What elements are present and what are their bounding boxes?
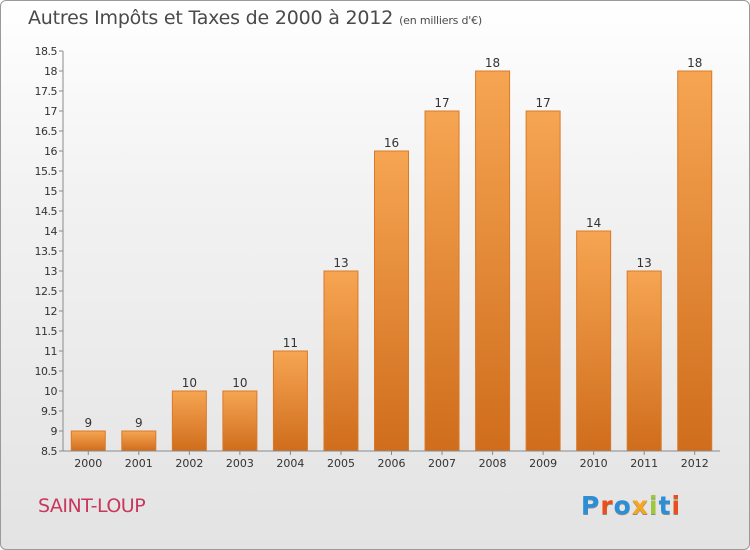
logo-letter: t xyxy=(658,491,672,520)
y-tick-label: 9.5 xyxy=(41,405,57,418)
y-tick-label: 13 xyxy=(44,265,57,278)
chart-subtitle: (en milliers d'€) xyxy=(399,14,482,27)
logo-letter: x xyxy=(631,491,649,520)
bar-value-label: 13 xyxy=(637,256,652,270)
y-tick-label: 10.5 xyxy=(35,365,58,378)
logo-letter: i xyxy=(671,491,682,520)
y-tick-label: 16.5 xyxy=(35,125,58,138)
x-tick-label: 2012 xyxy=(681,457,709,470)
x-tick-label: 2003 xyxy=(226,457,254,470)
x-tick-label: 2004 xyxy=(276,457,304,470)
y-tick-label: 14.5 xyxy=(35,205,58,218)
bar-2007 xyxy=(424,110,460,452)
y-tick-label: 11 xyxy=(44,345,57,358)
bar-value-label: 9 xyxy=(84,416,92,430)
bar-value-label: 18 xyxy=(485,56,500,70)
bar-value-label: 17 xyxy=(434,96,449,110)
y-tick-label: 15.5 xyxy=(35,165,58,178)
bar-value-label: 13 xyxy=(333,256,348,270)
y-tick-label: 16 xyxy=(44,145,57,158)
y-tick-label: 13.5 xyxy=(35,245,58,258)
x-tick-label: 2001 xyxy=(125,457,153,470)
bar-value-label: 9 xyxy=(135,416,143,430)
bar-2006 xyxy=(374,150,409,452)
y-tick-label: 11.5 xyxy=(35,325,58,338)
x-tick-label: 2005 xyxy=(327,457,355,470)
bar-value-label: 14 xyxy=(586,216,601,230)
chart-title-text: Autres Impôts et Taxes de 2000 à 2012 xyxy=(28,7,394,29)
y-tick-label: 12.5 xyxy=(35,285,58,298)
logo-letter: r xyxy=(600,491,614,520)
bars-layer xyxy=(70,70,713,452)
bar-2010 xyxy=(576,230,612,452)
bar-value-label: 10 xyxy=(232,376,247,390)
bar-value-label: 18 xyxy=(687,56,702,70)
y-tick-label: 9 xyxy=(51,425,58,438)
x-tick-label: 2006 xyxy=(378,457,406,470)
axis-layer xyxy=(59,50,720,455)
y-tick-label: 18 xyxy=(44,65,57,78)
bar-2004 xyxy=(272,350,308,452)
x-tick-label: 2008 xyxy=(479,457,507,470)
bar-value-label: 11 xyxy=(283,336,298,350)
bar-2003 xyxy=(222,390,258,452)
y-tick-label: 17.5 xyxy=(35,85,58,98)
y-tick-label: 12 xyxy=(44,305,57,318)
x-tick-label: 2010 xyxy=(580,457,608,470)
city-name: SAINT-LOUP xyxy=(38,495,146,517)
x-tick-label: 2009 xyxy=(529,457,557,470)
proxiti-logo[interactable]: Proxiti xyxy=(581,491,681,520)
chart-title: Autres Impôts et Taxes de 2000 à 2012 (en… xyxy=(28,7,482,29)
y-tick-label: 10 xyxy=(44,385,57,398)
x-tick-label: 2000 xyxy=(74,457,102,470)
logo-letter: P xyxy=(581,491,601,520)
bar-2001 xyxy=(121,430,157,452)
bar-2012 xyxy=(677,70,713,452)
bar-2000 xyxy=(70,430,106,452)
y-tick-label: 17 xyxy=(44,105,57,118)
bar-2011 xyxy=(626,270,662,452)
logo-letter: o xyxy=(613,491,632,520)
bar-2002 xyxy=(171,390,207,452)
labels-layer: 8.5 9 9.5 10 10.5 11 11.5 12 12.5 13 13.5 14 14.5 15 1… xyxy=(35,45,709,470)
x-tick-label: 2011 xyxy=(630,457,658,470)
logo-letter: i xyxy=(649,491,659,520)
y-tick-label: 15 xyxy=(44,185,57,198)
bar-2008 xyxy=(475,70,511,452)
x-tick-label: 2007 xyxy=(428,457,456,470)
bar-2005 xyxy=(323,270,359,452)
bar-value-label: 16 xyxy=(384,136,399,150)
y-tick-label: 18.5 xyxy=(35,45,58,58)
y-tick-label: 8.5 xyxy=(41,445,57,458)
bar-2009 xyxy=(525,110,561,452)
bar-value-label: 17 xyxy=(535,96,550,110)
bar-value-label: 10 xyxy=(182,376,197,390)
y-tick-label: 14 xyxy=(44,225,57,238)
x-tick-label: 2002 xyxy=(175,457,203,470)
